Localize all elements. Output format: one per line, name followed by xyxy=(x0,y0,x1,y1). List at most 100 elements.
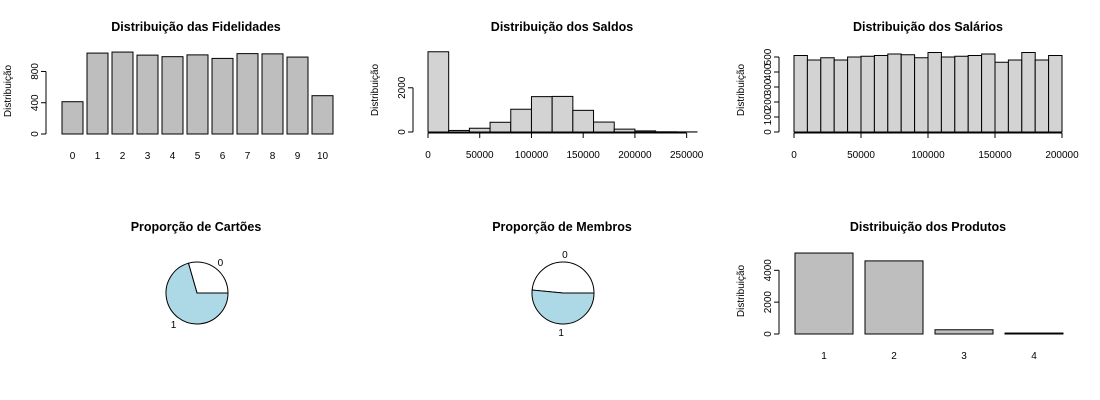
y-tick-label-salarios: 500 xyxy=(763,48,774,65)
x-tick-label-fidelidades: 0 xyxy=(70,151,76,162)
pie-slice-cartoes xyxy=(165,262,229,325)
x-tick-label-fidelidades: 3 xyxy=(145,151,151,162)
bar-salarios xyxy=(900,54,916,133)
bar-fidelidades xyxy=(136,54,159,135)
x-tick-label-fidelidades: 9 xyxy=(295,151,301,162)
bar-salarios xyxy=(1007,59,1023,133)
bar-fidelidades xyxy=(236,53,259,135)
chart-title-fidelidades: Distribuição das Fidelidades xyxy=(111,20,281,34)
panel-salarios: Distribuição dos Salários 0 1002003004005… xyxy=(736,20,1079,161)
x-tick-label-saldos: 250000 xyxy=(670,150,704,161)
x-tick-label-saldos: 0 xyxy=(425,150,431,161)
y-tick-label-salarios: 300 xyxy=(763,78,774,95)
bar-fidelidades xyxy=(61,101,84,135)
bar-salarios xyxy=(1034,59,1050,133)
panel-cartoes: Proporção de Cartões 0 1 xyxy=(131,220,262,331)
x-tick-label-produtos: 2 xyxy=(891,351,897,362)
x-tick-label-saldos: 100000 xyxy=(515,150,549,161)
chart-title-produtos: Distribuição dos Produtos xyxy=(850,220,1006,234)
panel-saldos: Distribuição dos Saldos 0 2000 Distribuiçã… xyxy=(370,20,704,161)
bar-saldos xyxy=(613,128,636,133)
x-tick-label-salarios: 0 xyxy=(791,150,797,161)
y-axis-label-produtos: Distribuição xyxy=(736,264,747,317)
bar-fidelidades xyxy=(211,57,234,135)
chart-title-cartoes: Proporção de Cartões xyxy=(131,220,262,234)
x-tick-label-saldos: 50000 xyxy=(466,150,494,161)
x-tick-label-saldos: 200000 xyxy=(618,150,652,161)
panel-membros: Proporção de Membros 0 1 xyxy=(492,220,632,339)
bar-saldos xyxy=(448,129,470,133)
x-tick-label-fidelidades: 2 xyxy=(120,151,126,162)
bar-salarios xyxy=(1048,55,1063,133)
panel-fidelidades: Distribuição das Fidelidades 0 400 800 Dist… xyxy=(3,20,334,162)
bar-saldos xyxy=(427,51,450,133)
y-axis-label-fidelidades: Distribuição xyxy=(3,64,14,117)
pie-slice-cartoes xyxy=(187,261,229,294)
bar-saldos xyxy=(530,96,553,133)
bar-produtos xyxy=(794,252,854,335)
bar-salarios xyxy=(887,53,902,133)
x-tick-label-fidelidades: 5 xyxy=(195,151,201,162)
y-tick-label-salarios: 200 xyxy=(763,93,774,110)
x-tick-label-fidelidades: 4 xyxy=(170,151,176,162)
chart-title-salarios: Distribuição dos Salários xyxy=(853,20,1003,34)
x-tick-label-fidelidades: 7 xyxy=(245,151,251,162)
y-tick-label-salarios: 400 xyxy=(763,63,774,80)
bar-produtos xyxy=(864,260,924,335)
bar-salarios xyxy=(927,52,942,133)
bar-fidelidades xyxy=(111,51,134,135)
bar-saldos xyxy=(468,127,491,133)
y-tick-label-fidelidades: 0 xyxy=(30,131,41,137)
bar-saldos xyxy=(510,108,532,133)
bar-salarios xyxy=(873,55,889,133)
bar-fidelidades xyxy=(286,56,309,135)
bar-saldos xyxy=(551,95,574,133)
y-tick-label-fidelidades: 800 xyxy=(30,63,41,80)
bar-salarios xyxy=(847,56,862,133)
bar-salarios xyxy=(833,59,849,133)
x-tick-label-fidelidades: 10 xyxy=(317,151,329,162)
bar-fidelidades xyxy=(311,95,334,135)
pie-label-membros: 1 xyxy=(558,328,564,339)
bar-fidelidades xyxy=(161,56,184,135)
bar-saldos xyxy=(634,130,657,133)
y-axis-label-saldos: Distribuição xyxy=(370,63,381,116)
y-tick-label-salarios: 100 xyxy=(763,108,774,125)
x-tick-label-fidelidades: 8 xyxy=(270,151,276,162)
pie-label-membros: 0 xyxy=(562,250,568,261)
bar-fidelidades xyxy=(86,52,109,135)
bar-produtos xyxy=(934,329,994,335)
pie-label-cartoes: 1 xyxy=(171,320,177,331)
bar-salarios xyxy=(793,55,808,133)
y-tick-label-fidelidades: 400 xyxy=(30,94,41,111)
chart-title-membros: Proporção de Membros xyxy=(492,220,632,234)
bar-salarios xyxy=(994,61,1009,133)
bar-salarios xyxy=(820,57,835,133)
bar-fidelidades xyxy=(186,54,209,135)
bar-saldos xyxy=(572,109,595,133)
bar-salarios xyxy=(914,57,929,133)
pie-slice-membros xyxy=(531,261,595,294)
x-tick-label-produtos: 1 xyxy=(821,351,827,362)
bar-salarios xyxy=(806,59,822,133)
panel-produtos: Distribuição dos Produtos 0 2000 4000 Distr… xyxy=(736,220,1064,362)
y-tick-label-produtos: 0 xyxy=(763,331,774,337)
bar-salarios xyxy=(954,55,969,133)
bar-saldos xyxy=(489,121,512,133)
bar-salarios xyxy=(967,55,983,133)
x-tick-label-salarios: 150000 xyxy=(978,150,1012,161)
bar-salarios xyxy=(1021,52,1036,133)
x-tick-label-saldos: 150000 xyxy=(567,150,601,161)
y-tick-label-produtos: 4000 xyxy=(763,259,774,282)
bar-salarios xyxy=(981,53,996,133)
x-tick-label-produtos: 4 xyxy=(1031,351,1037,362)
pie-slice-membros xyxy=(531,289,595,325)
bar-salarios xyxy=(860,55,875,133)
y-tick-label-produtos: 2000 xyxy=(763,291,774,314)
x-tick-label-fidelidades: 1 xyxy=(95,151,101,162)
bar-saldos xyxy=(593,121,615,133)
y-tick-label-saldos: 2000 xyxy=(397,76,408,99)
y-tick-label-saldos: 0 xyxy=(397,129,408,135)
x-tick-label-produtos: 3 xyxy=(961,351,967,362)
